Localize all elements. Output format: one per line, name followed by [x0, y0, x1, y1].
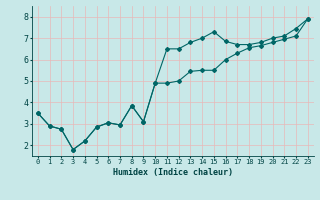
X-axis label: Humidex (Indice chaleur): Humidex (Indice chaleur) [113, 168, 233, 177]
